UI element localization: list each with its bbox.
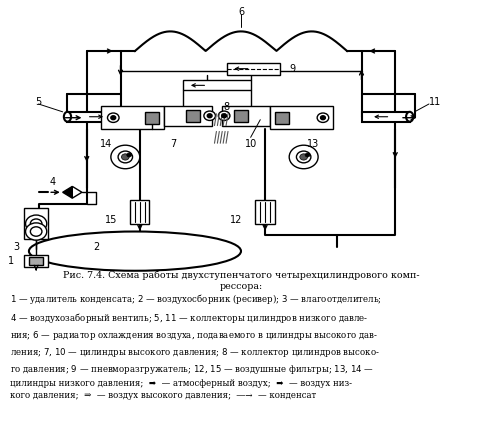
Bar bbox=[183, 80, 251, 90]
Bar bbox=[186, 110, 200, 122]
Text: рессора:: рессора: bbox=[219, 282, 263, 291]
Bar bbox=[67, 112, 120, 122]
Bar bbox=[227, 63, 280, 75]
Circle shape bbox=[111, 145, 140, 169]
Text: 3: 3 bbox=[13, 242, 19, 252]
Bar bbox=[145, 112, 159, 124]
Circle shape bbox=[207, 114, 212, 118]
Polygon shape bbox=[63, 187, 72, 198]
Bar bbox=[362, 112, 410, 122]
Circle shape bbox=[30, 219, 42, 228]
Circle shape bbox=[118, 151, 133, 163]
Text: 2: 2 bbox=[94, 242, 99, 252]
Circle shape bbox=[305, 153, 310, 157]
Bar bbox=[222, 106, 270, 126]
Text: 9: 9 bbox=[289, 64, 295, 74]
Text: 14: 14 bbox=[100, 140, 112, 149]
Bar bbox=[101, 106, 164, 129]
Bar bbox=[29, 257, 43, 265]
Text: 1: 1 bbox=[8, 256, 14, 266]
Polygon shape bbox=[72, 187, 82, 198]
Circle shape bbox=[30, 227, 42, 236]
Text: Рис. 7.4. Схема работы двухступенчатого четырехцилиндрового комп-: Рис. 7.4. Схема работы двухступенчатого … bbox=[63, 270, 419, 280]
Ellipse shape bbox=[64, 112, 71, 122]
Ellipse shape bbox=[406, 112, 414, 122]
Bar bbox=[255, 200, 275, 224]
Bar bbox=[24, 255, 48, 267]
Circle shape bbox=[204, 111, 215, 120]
Bar bbox=[234, 110, 248, 122]
Text: 15: 15 bbox=[105, 215, 117, 225]
Text: 12: 12 bbox=[230, 215, 242, 225]
Text: 13: 13 bbox=[307, 140, 320, 149]
Bar bbox=[164, 106, 212, 126]
Circle shape bbox=[321, 116, 325, 119]
Text: 8: 8 bbox=[224, 102, 229, 112]
Bar bbox=[275, 112, 289, 124]
Circle shape bbox=[26, 215, 47, 232]
Circle shape bbox=[26, 223, 47, 240]
Circle shape bbox=[107, 113, 119, 123]
Text: 10: 10 bbox=[244, 140, 257, 149]
Bar bbox=[130, 200, 149, 224]
Text: 6: 6 bbox=[238, 7, 244, 17]
Circle shape bbox=[111, 116, 116, 119]
Text: 11: 11 bbox=[429, 97, 441, 107]
Text: 5: 5 bbox=[36, 97, 41, 107]
Circle shape bbox=[289, 145, 318, 169]
Circle shape bbox=[317, 113, 329, 123]
Circle shape bbox=[300, 154, 308, 160]
Circle shape bbox=[121, 154, 129, 160]
Circle shape bbox=[218, 111, 230, 120]
Circle shape bbox=[222, 114, 227, 118]
Circle shape bbox=[127, 153, 132, 157]
Text: $\mathit{1}$ — удалитель конденсата; $\mathit{2}$ — воздухосборник (ресивер); $\: $\mathit{1}$ — удалитель конденсата; $\m… bbox=[10, 292, 382, 400]
Text: 4: 4 bbox=[50, 177, 56, 187]
Circle shape bbox=[296, 151, 311, 163]
Text: 7: 7 bbox=[171, 140, 176, 149]
Bar bbox=[270, 106, 333, 129]
Bar bbox=[24, 208, 48, 239]
Ellipse shape bbox=[29, 232, 241, 271]
